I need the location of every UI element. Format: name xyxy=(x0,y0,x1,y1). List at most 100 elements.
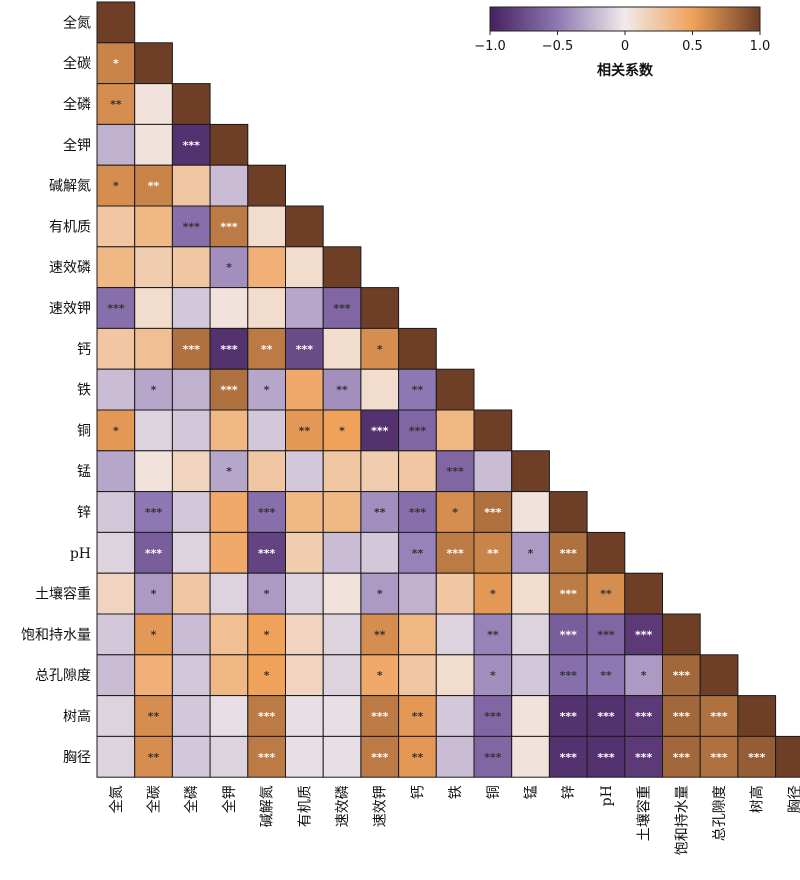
heatmap-cell-9-2 xyxy=(171,368,211,411)
heatmap-cell-16-16 xyxy=(699,654,739,697)
heatmap-cell-17-9 xyxy=(435,695,475,737)
heatmap-cell-10-5 xyxy=(285,409,324,452)
heatmap-cell-18-5 xyxy=(285,735,324,778)
row-label-4: 碱解氮 xyxy=(49,179,91,195)
heatmap-cell-18-14 xyxy=(624,735,663,778)
heatmap-cell-18-11 xyxy=(511,735,550,778)
heatmap-cell-10-2 xyxy=(171,409,211,452)
heatmap-cell-9-8 xyxy=(398,368,437,411)
heatmap-cell-13-8 xyxy=(398,531,437,574)
significance-mark-18-17: *** xyxy=(748,751,766,764)
heatmap-cell-2-1 xyxy=(134,83,173,125)
heatmap-cell-7-4 xyxy=(247,287,287,329)
heatmap-cell-11-5 xyxy=(285,450,324,493)
significance-mark-13-1: *** xyxy=(145,547,163,560)
significance-mark-3-2: *** xyxy=(183,139,201,152)
heatmap-cell-5-5 xyxy=(285,205,324,248)
heatmap-cell-17-14 xyxy=(624,695,663,737)
heatmap-cell-11-9 xyxy=(435,450,475,493)
row-label-15: 饱和持水量 xyxy=(21,627,91,643)
heatmap-cell-17-6 xyxy=(322,695,362,737)
significance-mark-4-1: ** xyxy=(148,180,160,193)
column-label-0: 全氮 xyxy=(108,785,125,813)
significance-mark-17-1: ** xyxy=(148,710,160,723)
significance-mark-5-2: *** xyxy=(183,220,201,233)
heatmap-cell-12-8 xyxy=(398,491,437,533)
colorbar-tick-label-0: −1.0 xyxy=(474,39,506,54)
heatmap-cell-5-4 xyxy=(247,205,287,248)
colorbar-tick-label-2: 0 xyxy=(621,39,629,54)
significance-mark-12-7: ** xyxy=(374,506,386,519)
heatmap-cell-17-0 xyxy=(96,695,136,737)
significance-mark-13-11: * xyxy=(528,547,534,560)
heatmap-cell-15-15 xyxy=(662,613,701,656)
column-label-15: 饱和持水量 xyxy=(674,785,690,855)
heatmap-cell-9-9 xyxy=(435,368,475,411)
heatmap-cell-6-6 xyxy=(322,246,362,289)
row-label-0: 全氮 xyxy=(63,14,91,31)
heatmap-cell-15-10 xyxy=(473,613,513,656)
significance-mark-14-10: * xyxy=(490,588,496,601)
colorbar-tick-label-4: 1.0 xyxy=(750,39,771,54)
significance-mark-5-3: *** xyxy=(220,220,238,233)
significance-mark-9-4: * xyxy=(264,384,270,397)
significance-mark-16-7: * xyxy=(377,669,383,682)
row-label-7: 速效钾 xyxy=(49,301,91,317)
significance-mark-12-10: *** xyxy=(484,506,502,519)
heatmap-cell-9-4 xyxy=(247,368,287,411)
significance-mark-15-1: * xyxy=(151,628,157,641)
heatmap-cell-10-4 xyxy=(247,409,287,452)
heatmap-cell-14-5 xyxy=(285,572,324,615)
heatmap-cell-12-3 xyxy=(209,491,249,533)
heatmap-cell-13-7 xyxy=(360,531,400,574)
heatmap-cell-15-2 xyxy=(171,613,211,656)
significance-mark-18-10: *** xyxy=(484,751,502,764)
heatmap-cell-17-17 xyxy=(737,695,777,737)
heatmap-cell-17-1 xyxy=(134,695,173,737)
significance-mark-14-4: * xyxy=(264,588,270,601)
heatmap-cell-4-4 xyxy=(247,164,287,207)
heatmap-cell-12-5 xyxy=(285,491,324,533)
significance-mark-8-4: ** xyxy=(261,343,273,356)
significance-mark-15-12: *** xyxy=(560,628,578,641)
heatmap-cell-12-12 xyxy=(548,491,588,533)
heatmap-cell-11-8 xyxy=(398,450,437,493)
heatmap-cell-15-0 xyxy=(96,613,136,656)
heatmap-cell-14-0 xyxy=(96,572,136,615)
row-label-9: 铁 xyxy=(77,383,91,399)
significance-mark-6-3: * xyxy=(226,261,232,274)
heatmap-cell-7-6 xyxy=(322,287,362,329)
significance-mark-9-3: *** xyxy=(220,384,238,397)
heatmap-cell-2-0 xyxy=(96,83,136,125)
heatmap-cell-17-12 xyxy=(548,695,588,737)
heatmap-cell-8-3 xyxy=(209,327,249,370)
heatmap-cell-7-7 xyxy=(360,287,400,329)
heatmap-cell-7-3 xyxy=(209,287,249,329)
heatmap-cell-13-9 xyxy=(435,531,475,574)
heatmap-cell-6-0 xyxy=(96,246,136,289)
heatmap-cell-8-0 xyxy=(96,327,136,370)
significance-mark-17-4: *** xyxy=(258,710,276,723)
heatmap-cell-10-3 xyxy=(209,409,249,452)
row-label-1: 全碳 xyxy=(63,55,91,72)
heatmap-cell-18-2 xyxy=(171,735,211,778)
column-label-10: 铜 xyxy=(486,785,502,799)
heatmap-cell-3-1 xyxy=(134,123,173,166)
heatmap-cell-14-9 xyxy=(435,572,475,615)
significance-mark-14-12: *** xyxy=(560,588,578,601)
row-label-6: 速效磷 xyxy=(49,260,91,276)
column-label-9: 铁 xyxy=(448,785,464,799)
heatmap-cell-6-5 xyxy=(285,246,324,289)
heatmap-cell-18-15 xyxy=(662,735,701,778)
significance-mark-9-8: ** xyxy=(412,384,424,397)
heatmap-cell-7-2 xyxy=(171,287,211,329)
heatmap-cell-11-10 xyxy=(473,450,513,493)
heatmap-cell-13-12 xyxy=(548,531,588,574)
heatmap-cell-6-1 xyxy=(134,246,173,289)
significance-mark-9-1: * xyxy=(151,384,157,397)
colorbar-tick-label-3: 0.5 xyxy=(682,39,703,54)
heatmap-cell-10-1 xyxy=(134,409,173,452)
heatmap-cell-9-3 xyxy=(209,368,249,411)
heatmap-cell-4-3 xyxy=(209,164,249,207)
